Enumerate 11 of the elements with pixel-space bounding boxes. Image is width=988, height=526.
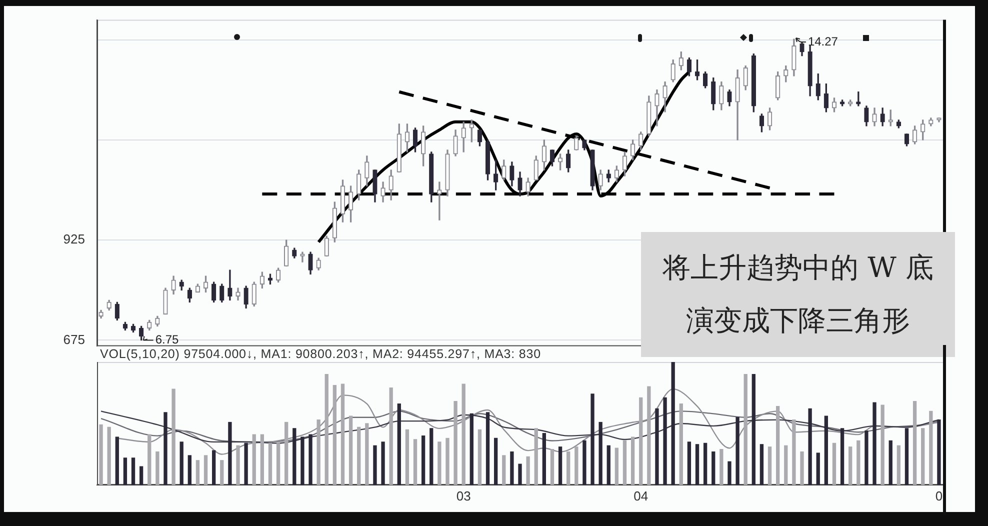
annotation: 演变成下降三角形 [686, 304, 910, 338]
x-tick-label: 04 [634, 488, 648, 504]
note-box: 将上升趋势中的 W 底 演变成下降三角形 [641, 232, 955, 357]
y-tick-label: 925 [63, 232, 85, 247]
x-tick-label: 03 [456, 488, 471, 504]
annotation: 14.27 [808, 34, 838, 48]
chart-title: VOL(5,10,20) 97504.000↓, MA1: 90800.203↑, MA2: 94455.297↑, MA3: 830 [100, 347, 541, 361]
y-tick-label: 675 [63, 332, 85, 347]
annotation: 将上升趋势中的 W 底 [662, 251, 934, 285]
annotation: 6.75 [155, 332, 179, 347]
x-tick-label: 0 [935, 488, 943, 504]
